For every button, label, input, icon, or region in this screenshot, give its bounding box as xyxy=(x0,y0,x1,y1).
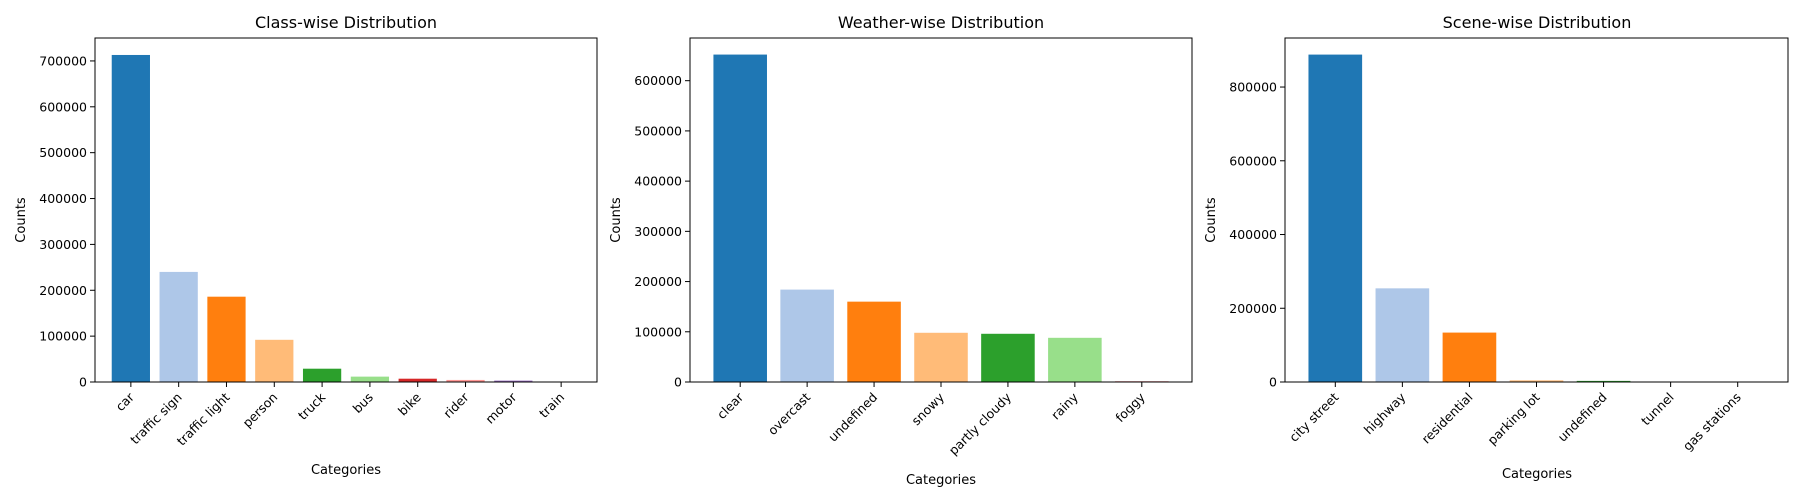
y-axis-label: Counts xyxy=(14,197,29,243)
y-tick-label: 500000 xyxy=(39,145,87,160)
y-tick-label: 600000 xyxy=(39,99,87,114)
x-tick-label: train xyxy=(536,390,567,421)
y-tick-label: 200000 xyxy=(1229,301,1277,316)
bar-city-street xyxy=(1308,55,1362,382)
x-tick-label: foggy xyxy=(1112,389,1148,425)
x-tick-label: motor xyxy=(482,389,520,427)
chart-title: Class-wise Distribution xyxy=(255,13,437,32)
chart-title: Scene-wise Distribution xyxy=(1443,13,1632,32)
chart-panel-class: Class-wise Distribution Counts Categorie… xyxy=(14,13,597,478)
x-tick-label: partly cloudy xyxy=(946,389,1015,458)
x-tick-label: gas stations xyxy=(1680,390,1744,454)
x-axis-label: Categories xyxy=(311,463,381,478)
x-tick-label: bike xyxy=(395,389,424,418)
x-tick-label: undefined xyxy=(1555,390,1610,445)
bar-car xyxy=(112,55,150,382)
y-tick-label: 200000 xyxy=(39,283,87,298)
bar-undefined xyxy=(847,302,901,382)
y-tick-label: 300000 xyxy=(634,224,682,239)
y-tick-label: 800000 xyxy=(1229,80,1277,95)
y-tick-label: 600000 xyxy=(1229,153,1277,168)
x-tick-label: residential xyxy=(1419,390,1476,447)
x-tick-label: overcast xyxy=(765,389,814,438)
y-tick-label: 500000 xyxy=(634,123,682,138)
bar-bus xyxy=(351,377,389,382)
x-tick-label: car xyxy=(112,389,137,414)
y-tick-label: 0 xyxy=(1269,375,1277,390)
bar-highway xyxy=(1376,288,1430,382)
y-tick-label: 400000 xyxy=(634,174,682,189)
bar-residential xyxy=(1443,333,1497,382)
y-tick-label: 400000 xyxy=(39,191,87,206)
x-tick-label: rainy xyxy=(1048,389,1081,422)
bar-traffic-light xyxy=(207,297,245,382)
x-tick-label: snowy xyxy=(908,389,947,428)
x-tick-label: city street xyxy=(1286,389,1341,444)
x-tick-label: person xyxy=(239,390,280,431)
bar-overcast xyxy=(780,290,834,382)
x-tick-label: undefined xyxy=(825,390,880,445)
x-tick-label: tunnel xyxy=(1638,390,1677,429)
bar-partly-cloudy xyxy=(981,334,1035,382)
bar-traffic-sign xyxy=(160,272,198,382)
x-axis-label: Categories xyxy=(1502,467,1572,482)
chart-panel-scene: Scene-wise Distribution Counts Categorie… xyxy=(1204,13,1788,482)
bar-rainy xyxy=(1048,338,1102,382)
y-tick-label: 100000 xyxy=(634,324,682,339)
y-tick-label: 0 xyxy=(79,375,87,390)
chart-title: Weather-wise Distribution xyxy=(838,13,1044,32)
x-tick-label: rider xyxy=(440,389,472,421)
x-axis-label: Categories xyxy=(906,473,976,488)
y-tick-label: 700000 xyxy=(39,53,87,68)
x-tick-label: clear xyxy=(714,389,747,422)
y-axis-label: Counts xyxy=(1204,197,1219,243)
x-tick-label: parking lot xyxy=(1484,389,1542,447)
y-tick-label: 200000 xyxy=(634,274,682,289)
y-tick-label: 600000 xyxy=(634,73,682,88)
y-tick-label: 300000 xyxy=(39,237,87,252)
y-axis-label: Counts xyxy=(609,197,624,243)
chart-panel-weather: Weather-wise Distribution Counts Categor… xyxy=(609,13,1192,488)
x-tick-label: truck xyxy=(295,389,329,423)
x-tick-label: highway xyxy=(1361,389,1409,437)
x-tick-label: bus xyxy=(350,390,376,416)
bar-snowy xyxy=(914,333,968,382)
bar-person xyxy=(255,340,293,382)
bar-clear xyxy=(713,55,767,382)
y-tick-label: 100000 xyxy=(39,329,87,344)
y-tick-label: 0 xyxy=(674,375,682,390)
bar-truck xyxy=(303,369,341,382)
y-tick-label: 400000 xyxy=(1229,227,1277,242)
